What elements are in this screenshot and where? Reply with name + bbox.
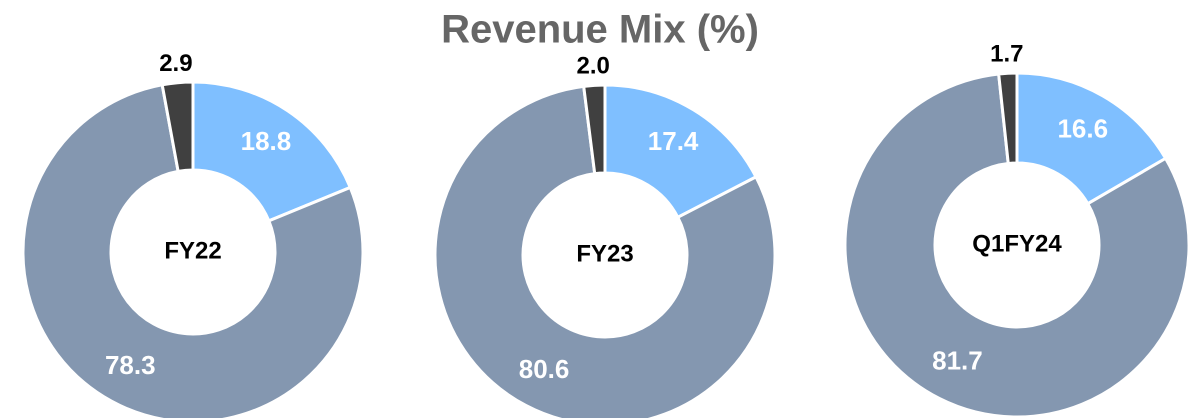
donut-slice [603,83,759,220]
center-label: FY23 [576,240,633,267]
slice-label: 2.9 [159,50,192,77]
chart-title: Revenue Mix (%) [441,8,759,52]
donut-slice [191,80,353,223]
donut-slice [582,83,607,176]
donut-slice [1015,71,1168,206]
slice-label: 2.0 [577,53,610,80]
center-label: FY22 [164,237,221,264]
center-label: Q1FY24 [972,230,1062,257]
slice-label: 18.8 [241,126,292,156]
slice-label: 17.4 [648,126,699,156]
slice-label: 78.3 [105,350,156,380]
donut-slice [843,72,1191,418]
donut-slice [997,71,1019,166]
donut-slice [21,83,365,418]
slice-label: 81.7 [932,346,983,376]
donut-slice [433,84,777,418]
slice-label: 16.6 [1057,113,1108,143]
slice-label: 80.6 [519,354,570,384]
donut-slice [160,80,195,174]
slice-label: 1.7 [990,41,1023,68]
